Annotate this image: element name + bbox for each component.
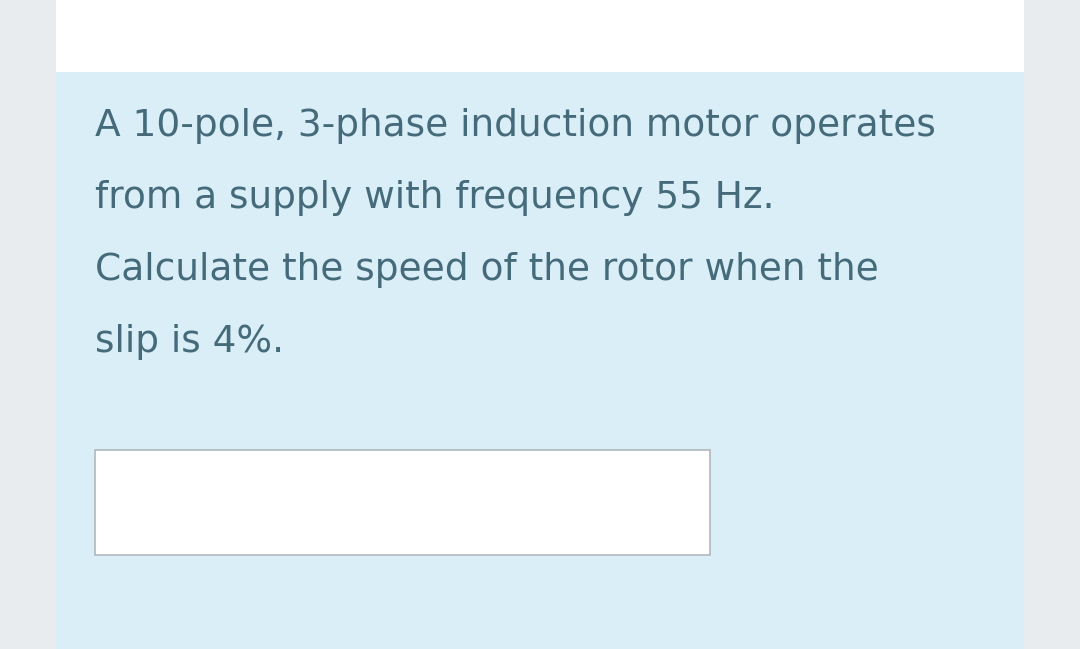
Text: A 10-pole, 3-phase induction motor operates: A 10-pole, 3-phase induction motor opera… bbox=[95, 108, 936, 144]
FancyBboxPatch shape bbox=[95, 450, 710, 555]
Text: from a supply with frequency 55 Hz.: from a supply with frequency 55 Hz. bbox=[95, 180, 774, 216]
Text: slip is 4%.: slip is 4%. bbox=[95, 324, 284, 360]
Bar bbox=[56, 72, 1024, 649]
Text: Calculate the speed of the rotor when the: Calculate the speed of the rotor when th… bbox=[95, 252, 879, 288]
Bar bbox=[56, 0, 1024, 72]
